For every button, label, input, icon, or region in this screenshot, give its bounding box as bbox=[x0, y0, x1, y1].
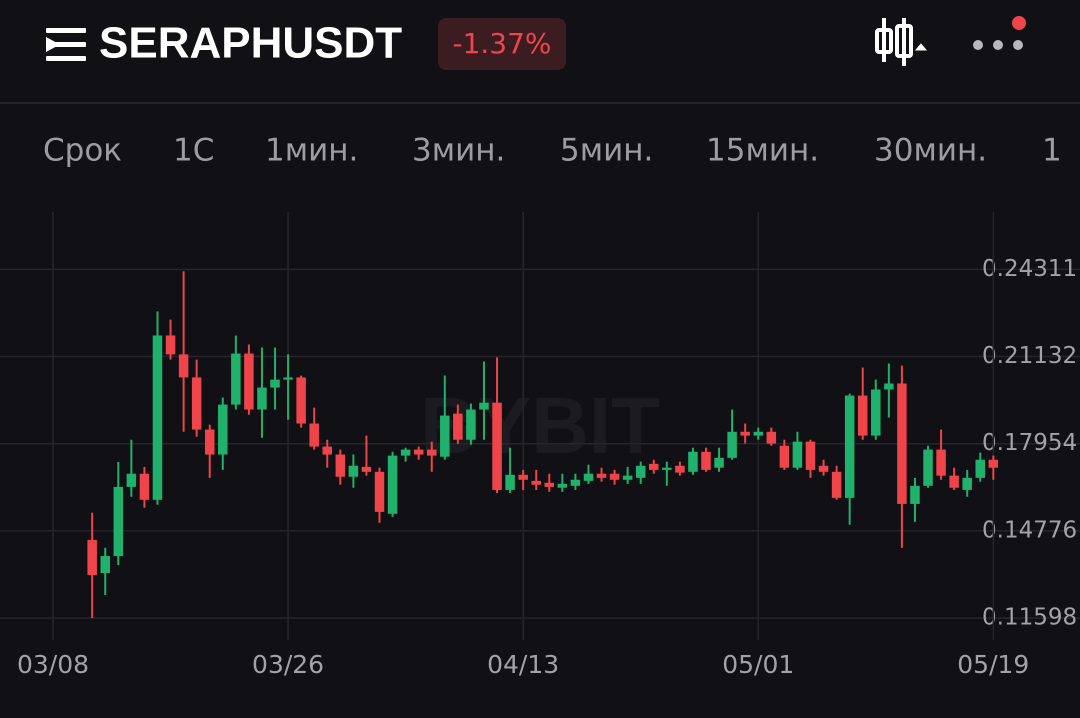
candle-body bbox=[675, 465, 685, 473]
candle-body bbox=[871, 389, 881, 436]
candle-body bbox=[910, 485, 920, 504]
change-badge bbox=[438, 18, 566, 70]
chart-type-icon[interactable] bbox=[875, 18, 928, 66]
candle-body bbox=[714, 457, 724, 468]
candle-body bbox=[322, 446, 333, 455]
candle-body bbox=[962, 477, 972, 490]
candle-body bbox=[178, 354, 189, 378]
candle-body bbox=[975, 459, 986, 478]
candle-body bbox=[309, 423, 319, 447]
timeframe-tab[interactable]: 5мин. bbox=[560, 133, 653, 169]
candle-body bbox=[113, 486, 124, 557]
candle-body bbox=[740, 431, 750, 436]
candle-body bbox=[949, 475, 959, 488]
timeframe-tab[interactable]: 1мин. bbox=[265, 133, 358, 169]
candle-body bbox=[649, 463, 659, 470]
candle-body bbox=[139, 473, 150, 500]
candle-body bbox=[818, 465, 829, 472]
candle-body bbox=[622, 475, 633, 480]
candle-body bbox=[218, 404, 228, 455]
candle-body bbox=[609, 473, 620, 480]
x-tick-label: 03/26 bbox=[252, 650, 324, 679]
candle-body bbox=[335, 454, 346, 477]
timeframe-tab[interactable]: 3мин. bbox=[412, 133, 505, 169]
candle-body bbox=[805, 441, 816, 470]
candle-body bbox=[923, 449, 933, 486]
symbol[interactable]: SERAPHUSDT bbox=[99, 19, 402, 68]
timeframe-tab[interactable]: 1 bbox=[1042, 133, 1062, 169]
candle-body bbox=[466, 409, 476, 440]
y-tick-label: 0.17954 bbox=[982, 430, 1077, 456]
candle-body bbox=[479, 402, 489, 410]
candle-body bbox=[844, 395, 855, 498]
more-icon[interactable] bbox=[973, 40, 1023, 50]
candle-body bbox=[884, 383, 894, 390]
candle-body bbox=[453, 413, 463, 440]
candle-body bbox=[374, 471, 385, 512]
y-tick-label: 0.24311 bbox=[982, 256, 1077, 282]
candle-body bbox=[231, 353, 241, 405]
candle-body bbox=[426, 449, 437, 456]
candle-body bbox=[361, 466, 372, 472]
candle-body bbox=[753, 431, 763, 436]
plot: 0.11598 0.14776 0.17954 0.21132 0.24311 03/08… bbox=[0, 212, 1080, 679]
candle-body bbox=[897, 383, 907, 504]
candle-body bbox=[257, 387, 267, 410]
candle-body bbox=[440, 415, 450, 457]
candle-body bbox=[531, 480, 541, 485]
x-tick-label: 05/01 bbox=[722, 650, 794, 679]
x-tick-label: 04/13 bbox=[487, 650, 559, 679]
candle-body bbox=[270, 379, 280, 388]
candle-body bbox=[87, 539, 97, 575]
menu-icon[interactable] bbox=[46, 28, 86, 61]
x-tick-label: 05/19 bbox=[957, 650, 1029, 679]
candle-body bbox=[400, 449, 411, 456]
candle-body bbox=[126, 473, 137, 487]
candle-body bbox=[583, 473, 594, 481]
candle-body bbox=[191, 377, 202, 430]
candle-body bbox=[596, 473, 607, 478]
candle-body bbox=[701, 451, 711, 470]
candle-body bbox=[518, 474, 528, 480]
candle-body bbox=[792, 441, 803, 468]
candle-body bbox=[936, 449, 946, 476]
timeframe-tab[interactable]: Срок bbox=[43, 133, 122, 169]
timeframe-row: Срок 1С 1мин. 3мин. 5мин. 15мин. 30мин. 1 bbox=[43, 133, 1062, 169]
candle-body bbox=[635, 465, 646, 478]
timeframe-tab[interactable]: 15мин. bbox=[706, 133, 819, 169]
candle-body bbox=[988, 459, 999, 468]
y-tick-label: 0.11598 bbox=[982, 605, 1077, 631]
candle-body bbox=[204, 429, 215, 455]
candle-body bbox=[348, 465, 359, 477]
candle-body bbox=[100, 556, 110, 574]
candle-body bbox=[492, 402, 502, 490]
notification-dot bbox=[1012, 16, 1026, 30]
candle-body bbox=[152, 335, 163, 500]
candle-body bbox=[688, 451, 698, 472]
timeframe-tab[interactable]: 1С bbox=[173, 133, 214, 169]
candle-body bbox=[505, 474, 515, 490]
candle-body bbox=[727, 431, 737, 458]
x-tick-label: 03/08 bbox=[17, 650, 89, 679]
candle-body bbox=[283, 377, 293, 380]
timeframe-tab[interactable]: 30мин. bbox=[874, 133, 987, 169]
candle-body bbox=[766, 431, 777, 444]
candle-body bbox=[831, 471, 842, 498]
candle-body bbox=[296, 377, 306, 424]
y-tick-label: 0.21132 bbox=[982, 343, 1077, 369]
candle-body bbox=[387, 455, 398, 514]
candle-body bbox=[244, 353, 254, 410]
candle-body bbox=[544, 482, 555, 487]
candle-body bbox=[570, 479, 581, 486]
candle-body bbox=[165, 335, 176, 355]
change: -1.37% bbox=[452, 27, 551, 60]
candle-body bbox=[857, 395, 868, 436]
candle-body bbox=[662, 467, 672, 470]
candle-body bbox=[557, 483, 568, 488]
candle-body bbox=[779, 445, 790, 468]
y-tick-label: 0.14776 bbox=[982, 517, 1077, 543]
candle-body bbox=[413, 449, 424, 455]
